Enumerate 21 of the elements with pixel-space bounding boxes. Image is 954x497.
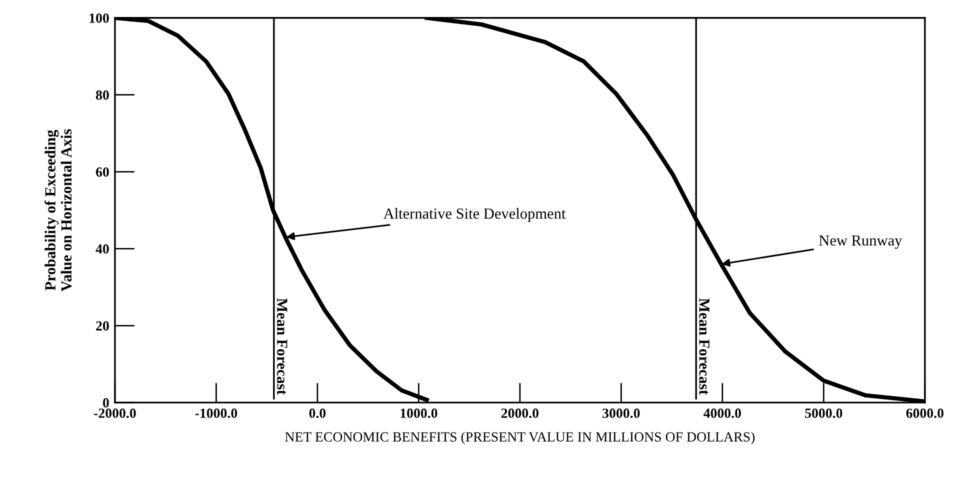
ref-line-label: Mean Forecast [277,298,288,395]
y-tick-label: 0 [102,398,109,408]
y-tick-label: 100 [90,13,109,23]
ref-line-label: Mean Forecast [699,298,710,395]
x-tick-label: 0.0 [309,408,326,418]
y-axis-title: Probability of Exceeding Value on Horizontal Axis [44,129,72,292]
x-tick-label: 4000.0 [704,408,741,418]
y-tick-label: 40 [96,244,109,254]
annotation: New Runway [819,235,902,249]
x-tick-label: 2000.0 [501,408,538,418]
x-tick-label: 3000.0 [602,408,640,418]
y-tick-label: 60 [96,167,109,177]
x-tick-label: 5000.0 [805,408,842,418]
x-tick-label: -1000.0 [195,408,238,418]
x-tick-label: 1000.0 [400,408,438,418]
x-tick-label: 6000.0 [906,408,944,418]
x-tick-label: -2000.0 [94,408,136,418]
y-tick-label: 20 [96,321,109,331]
annotation: Alternative Site Development [383,208,566,222]
x-axis-title: NET ECONOMIC BENEFITS (PRESENT VALUE IN MILLIONS OF DOLLARS) [285,432,755,444]
y-tick-label: 80 [96,90,109,100]
